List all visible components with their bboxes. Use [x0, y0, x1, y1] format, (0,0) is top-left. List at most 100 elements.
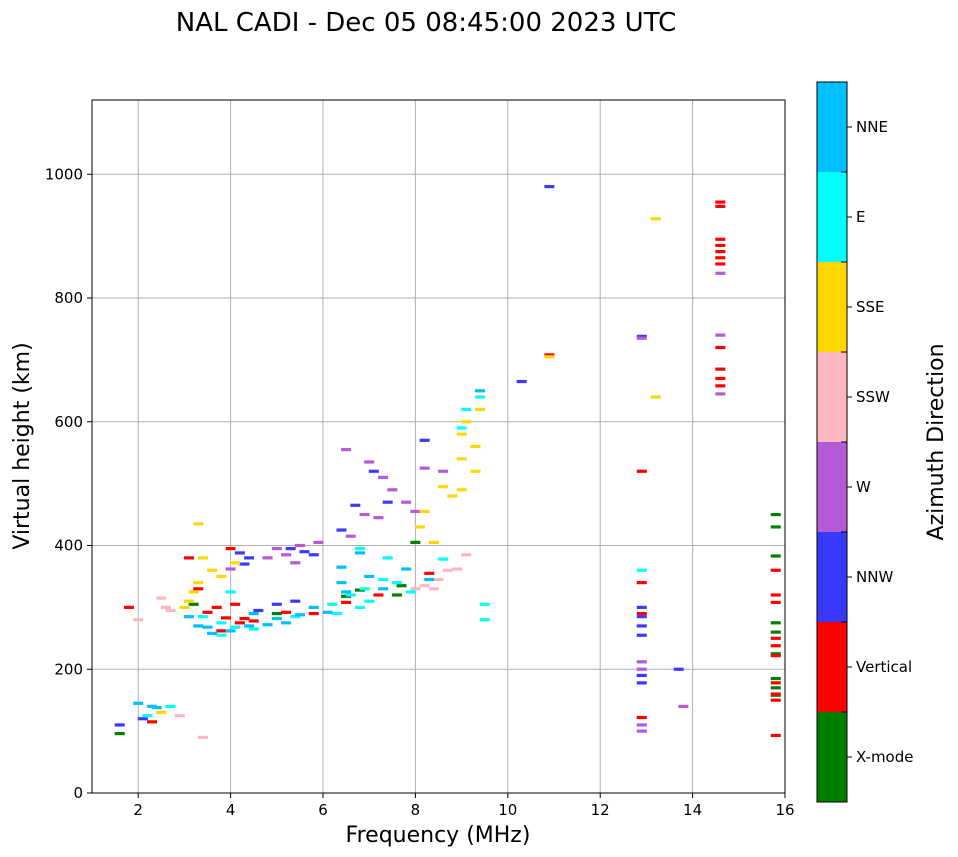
data-point-nnw [636, 633, 647, 637]
data-point-vertical [234, 621, 245, 625]
data-point-vertical [248, 619, 259, 623]
y-tick-label: 0 [73, 784, 83, 802]
data-point-e [331, 611, 342, 616]
data-point-nnw [636, 334, 647, 338]
data-point-sse [470, 469, 481, 473]
data-point-sse [184, 599, 195, 603]
data-point-sse [419, 509, 430, 514]
colorbar-tick-label: NNW [856, 568, 893, 586]
data-point-ssw [410, 587, 421, 591]
data-point-ssw [160, 605, 171, 609]
data-point-e [391, 581, 402, 585]
data-point-e [479, 602, 490, 606]
data-point-e [230, 625, 241, 629]
data-point-vertical [715, 243, 726, 248]
colorbar-tick-label: Vertical [856, 658, 912, 676]
colorbar-tick-label: NNE [856, 118, 888, 136]
data-point-sse [461, 420, 472, 424]
colorbar-segment [817, 82, 847, 172]
data-point-x-mode [770, 621, 781, 625]
data-point-nne [262, 623, 273, 627]
data-point-x-mode [410, 540, 421, 545]
data-point-x-mode [391, 593, 402, 597]
data-point-x-mode [770, 676, 781, 681]
data-point-w [410, 509, 421, 514]
data-point-nnw [673, 667, 684, 671]
data-point-nne [378, 587, 389, 591]
data-point-sse [475, 407, 486, 411]
data-point-nne [202, 625, 213, 629]
data-point-sse [230, 561, 241, 565]
data-point-x-mode [770, 630, 781, 634]
data-point-sse [428, 540, 439, 545]
x-axis-label: Frequency (MHz) [346, 823, 531, 848]
data-point-ssw [419, 584, 430, 588]
data-point-nne [184, 615, 195, 619]
data-point-nnw [636, 624, 647, 628]
data-points [114, 185, 781, 739]
data-point-vertical [216, 629, 227, 633]
data-point-w [401, 500, 412, 504]
data-point-nne [354, 551, 365, 555]
data-point-vertical [770, 636, 781, 640]
data-point-vertical [239, 616, 250, 621]
x-tick-label: 4 [226, 801, 236, 819]
data-point-ssw [197, 735, 208, 739]
data-point-vertical [636, 581, 647, 585]
data-point-w [636, 667, 647, 671]
data-point-nne [322, 610, 333, 614]
data-point-nne [281, 621, 292, 625]
data-point-nnw [368, 469, 379, 473]
y-axis-label: Virtual height (km) [10, 342, 35, 549]
data-point-nnw [516, 379, 527, 384]
data-point-nne [308, 605, 319, 609]
data-point-e [225, 590, 236, 594]
data-point-e [364, 599, 375, 603]
data-point-x-mode [188, 602, 199, 606]
data-point-w [281, 553, 292, 557]
data-point-nnw [244, 556, 255, 560]
data-point-w [313, 540, 324, 545]
data-point-vertical [715, 200, 726, 204]
data-point-vertical [770, 681, 781, 685]
data-point-e [382, 556, 393, 560]
data-point-nnw [636, 681, 647, 685]
data-point-vertical [424, 571, 435, 575]
data-point-sse [156, 710, 167, 715]
data-point-nne [401, 567, 412, 571]
data-point-vertical [341, 600, 352, 605]
colorbar-segment [817, 352, 847, 442]
data-point-nne [336, 581, 347, 585]
x-tick-label: 6 [318, 801, 328, 819]
data-point-e [327, 602, 338, 606]
data-point-nnw [299, 550, 310, 554]
data-point-w [345, 534, 356, 538]
data-point-nne [207, 631, 218, 635]
colorbar-frame [816, 81, 848, 803]
data-point-nnw [636, 615, 647, 619]
data-point-nne [248, 611, 259, 616]
data-point-sse [650, 395, 661, 399]
colorbar-segment [817, 172, 847, 262]
data-point-ssw [428, 587, 439, 591]
data-point-vertical [770, 568, 781, 572]
data-point-ssw [433, 577, 444, 582]
data-point-w [636, 729, 647, 733]
data-point-w [438, 469, 449, 473]
x-tick-label: 12 [591, 801, 610, 819]
data-point-nne [133, 701, 144, 705]
data-point-e [165, 704, 176, 708]
data-point-vertical [715, 345, 726, 350]
y-tick-label: 400 [54, 537, 83, 555]
data-point-nnw [271, 602, 282, 606]
data-point-e [197, 615, 208, 619]
colorbar-tick-label: X-mode [856, 748, 913, 766]
data-point-sse [438, 485, 449, 489]
data-point-vertical [715, 256, 726, 260]
data-point-vertical [636, 715, 647, 720]
data-point-sse [179, 605, 190, 609]
data-point-nne [225, 629, 236, 633]
data-point-sse [193, 522, 204, 526]
data-point-e [354, 546, 365, 551]
